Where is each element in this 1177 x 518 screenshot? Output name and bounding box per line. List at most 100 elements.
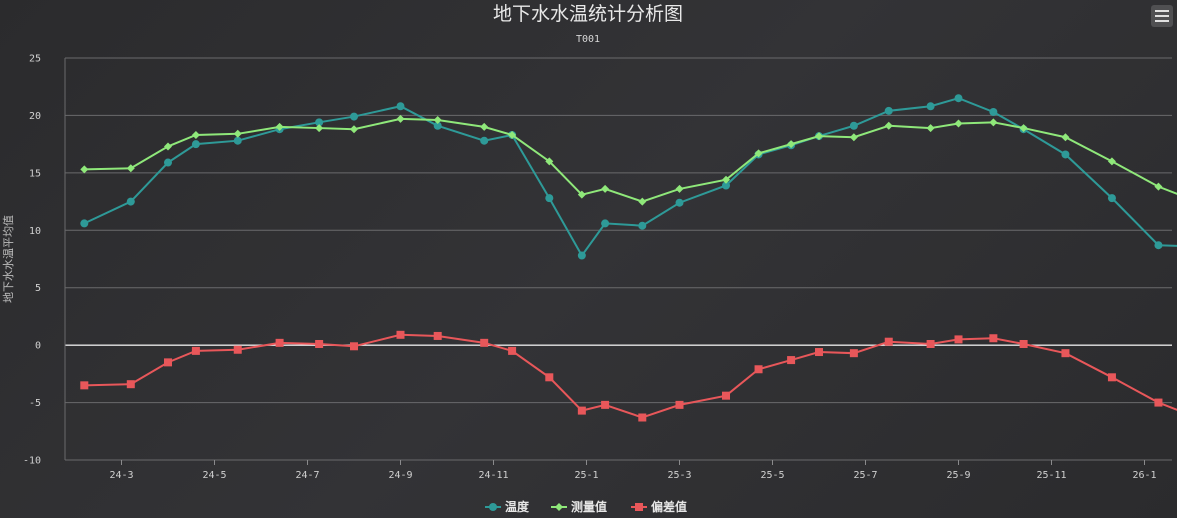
data-point[interactable] [315,124,324,133]
data-point[interactable] [350,342,358,351]
data-point[interactable] [884,121,893,130]
data-point[interactable] [191,140,200,149]
data-point[interactable] [849,349,858,358]
data-point[interactable] [1061,349,1070,358]
data-point[interactable] [545,157,554,166]
data-point[interactable] [275,338,284,347]
series-line[interactable] [84,117,1177,203]
data-point[interactable] [601,184,610,193]
data-point[interactable] [315,118,324,127]
data-point[interactable] [849,133,858,142]
data-point[interactable] [164,142,172,151]
legend-item[interactable]: 温度 [485,499,530,514]
data-point[interactable] [884,106,893,115]
data-point[interactable] [1019,339,1028,348]
data-point[interactable] [126,197,135,206]
data-point[interactable] [433,121,442,130]
chart-menu-button[interactable] [1151,5,1173,27]
series-line[interactable] [83,97,1177,258]
series-layer [80,94,1177,422]
data-point[interactable] [675,198,684,207]
data-point[interactable] [884,337,893,346]
data-point[interactable] [126,380,135,389]
data-point[interactable] [1154,398,1163,407]
legend-symbol[interactable] [489,503,497,511]
data-point[interactable] [480,338,489,347]
data-point[interactable] [954,94,963,103]
data-point[interactable] [815,132,823,141]
legend-symbol[interactable] [555,503,563,511]
data-point[interactable] [396,114,405,123]
data-point[interactable] [480,136,489,145]
data-point[interactable] [545,194,554,203]
data-point[interactable] [233,129,242,138]
legend-item[interactable]: 测量值 [551,499,607,514]
data-point[interactable] [1061,150,1070,159]
data-point[interactable] [926,339,935,348]
data-point[interactable] [638,221,647,230]
data-point[interactable] [80,219,89,228]
data-point[interactable] [350,125,358,134]
legend-label: 偏差值 [651,499,687,514]
data-point[interactable] [508,346,517,355]
data-point[interactable] [396,330,405,339]
data-point[interactable] [1019,124,1028,133]
data-point[interactable] [638,197,647,206]
data-point[interactable] [126,164,135,173]
data-point[interactable] [675,400,684,409]
data-point[interactable] [545,373,554,382]
data-point[interactable] [275,122,284,131]
data-point[interactable] [233,345,242,354]
data-point[interactable] [601,219,610,228]
data-point[interactable] [989,118,998,127]
data-point[interactable] [1107,373,1116,382]
data-point[interactable] [926,102,935,111]
data-point[interactable] [787,356,796,365]
data-point[interactable] [722,391,730,400]
data-point[interactable] [601,400,610,409]
data-point[interactable] [80,165,89,174]
legend-item[interactable]: 偏差值 [631,499,687,514]
data-point[interactable] [754,365,763,374]
data-point[interactable] [989,334,998,343]
data-point[interactable] [722,175,730,184]
data-point[interactable] [577,406,586,415]
legend-symbol[interactable] [635,503,643,511]
data-point[interactable] [1154,241,1163,250]
data-point[interactable] [480,122,489,131]
data-point[interactable] [191,130,200,139]
data-point[interactable] [191,346,200,355]
data-point[interactable] [508,130,517,139]
data-point[interactable] [989,107,998,116]
data-point[interactable] [954,335,963,344]
data-point[interactable] [954,119,963,128]
x-tick-label: 25-1 [574,470,598,481]
data-point[interactable] [396,102,405,111]
data-point[interactable] [787,140,796,149]
data-point[interactable] [638,413,647,422]
data-point[interactable] [577,190,586,199]
series-line[interactable] [84,333,1177,419]
data-point[interactable] [1154,182,1163,191]
data-point[interactable] [315,339,324,348]
legend[interactable]: 温度 测量值 偏差值 [485,499,687,514]
data-point[interactable] [1107,157,1116,166]
data-point[interactable] [164,358,172,367]
data-point[interactable] [926,124,935,133]
data-point[interactable] [433,116,442,125]
chart-title: 地下水水温统计分析图 [493,3,683,25]
data-point[interactable] [233,136,242,145]
data-point[interactable] [849,121,858,130]
data-point[interactable] [1061,133,1070,142]
data-point[interactable] [164,158,172,167]
x-tick-label: 24-3 [109,470,133,481]
data-point[interactable] [433,331,442,340]
data-point[interactable] [675,184,684,193]
data-point[interactable] [1107,194,1116,203]
data-point[interactable] [815,348,823,357]
data-point[interactable] [754,149,763,158]
data-point[interactable] [577,251,586,260]
data-point[interactable] [350,112,358,121]
data-point[interactable] [722,181,730,190]
data-point[interactable] [80,381,89,390]
